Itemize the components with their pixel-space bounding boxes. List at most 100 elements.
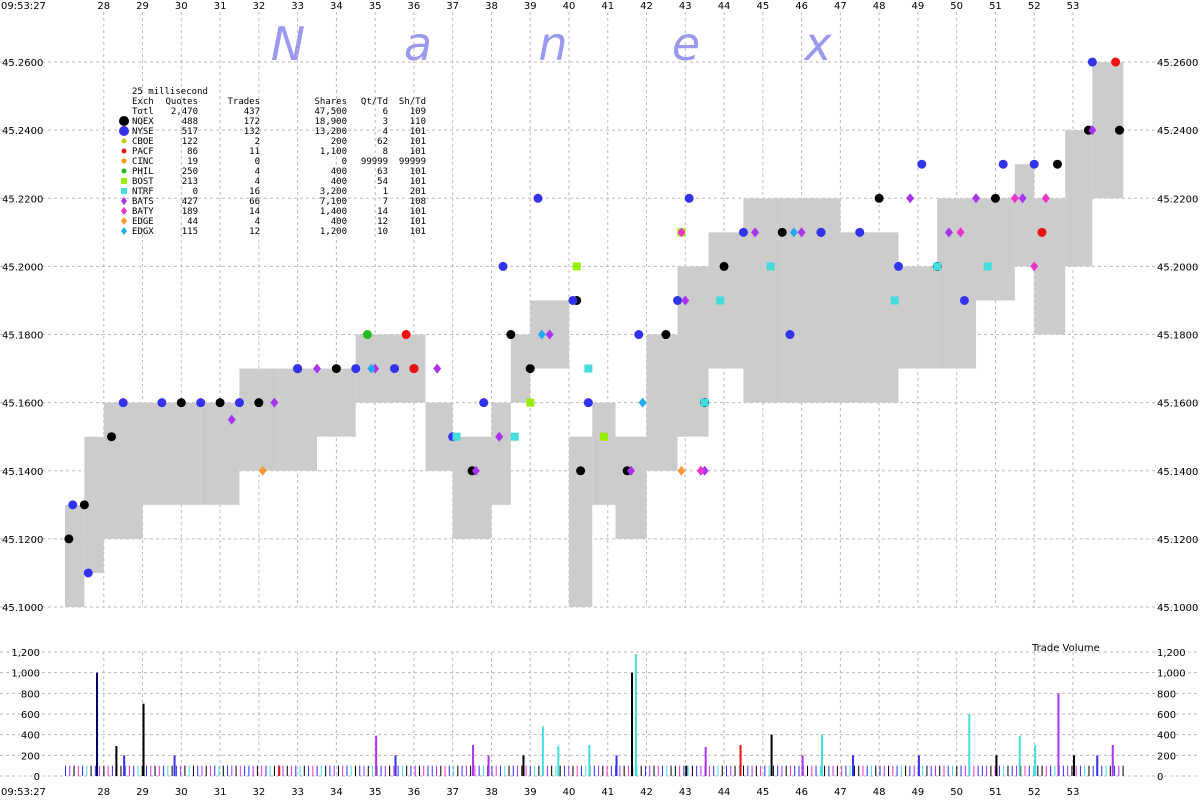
volume-bar (851, 755, 854, 776)
baseline-volume-tick (559, 765, 561, 776)
quote-point-bats (944, 227, 953, 238)
legend-cell: 101 (410, 137, 426, 147)
baseline-volume-tick (525, 765, 527, 776)
baseline-volume-tick (576, 765, 578, 776)
volume-bar (995, 755, 998, 776)
volume-tick-label-left: 1,000 (11, 669, 40, 680)
baseline-volume-tick (65, 765, 66, 776)
quote-point-bats (1088, 125, 1097, 136)
legend-cell: 54 (377, 177, 388, 187)
baseline-volume-tick (998, 765, 1000, 776)
legend-cell: 12 (377, 217, 388, 227)
baseline-volume-tick (457, 765, 459, 776)
baseline-volume-tick (333, 765, 335, 776)
baseline-volume-tick (713, 765, 715, 776)
x-tick-label-bottom: 36 (408, 787, 421, 798)
quote-point-nyse (234, 398, 244, 408)
legend-cell: CBOE (132, 137, 154, 147)
x-tick-label-bottom: 46 (795, 787, 808, 798)
legend-cell: BOST (132, 177, 154, 187)
baseline-volume-tick (1045, 765, 1047, 776)
quote-point-ntrf (716, 296, 725, 305)
volume-bar (123, 755, 126, 776)
bid-ask-band (592, 402, 616, 505)
baseline-volume-tick (401, 765, 403, 776)
quote-point-nyse (785, 330, 795, 340)
price-tick-label-right: 45.1200 (1157, 535, 1198, 546)
bid-ask-band (1014, 164, 1035, 267)
quote-point-nyse (118, 398, 128, 408)
quote-point-baty (956, 227, 965, 238)
legend-cell: 6 (383, 107, 388, 117)
quote-point-ntrf (983, 262, 992, 271)
quote-point-pacf (401, 330, 411, 340)
legend-cell: 0 (255, 157, 260, 167)
volume-tick-label-left: 0 (34, 772, 40, 783)
baseline-volume-tick (384, 765, 386, 776)
watermark-letter: e (672, 17, 700, 71)
legend-cell: 101 (410, 167, 426, 177)
legend-cell: 101 (410, 177, 426, 187)
baseline-volume-tick (427, 765, 429, 776)
quote-point-baty (677, 227, 686, 238)
baseline-volume-tick (248, 765, 250, 776)
baseline-volume-tick (649, 765, 651, 776)
baseline-volume-tick (499, 765, 501, 776)
baseline-volume-tick (350, 765, 352, 776)
quote-point-nqex (331, 364, 341, 374)
bid-ask-band (976, 198, 1015, 301)
baseline-volume-tick (785, 765, 787, 776)
x-tick-label-top: 46 (795, 1, 808, 12)
volume-bar (685, 765, 688, 776)
baseline-volume-tick (325, 765, 327, 776)
volume-tick-label-right: 200 (1157, 751, 1176, 762)
quote-point-pacf (1111, 57, 1121, 67)
baseline-volume-tick (521, 765, 523, 776)
quote-point-nyse (894, 261, 904, 271)
quote-point-bats (906, 193, 915, 204)
quote-point-bats (681, 295, 690, 306)
baseline-volume-tick (845, 765, 847, 776)
legend-cell: 200 (331, 137, 347, 147)
legend-cell: 101 (410, 147, 426, 157)
volume-bar (917, 755, 920, 776)
bid-ask-band (491, 402, 511, 505)
volume-bar (1072, 755, 1075, 776)
bid-ask-band (510, 334, 531, 403)
bid-ask-band (452, 436, 492, 539)
baseline-volume-tick (474, 765, 476, 776)
bid-ask-band (898, 266, 938, 369)
quote-point-bats (270, 397, 279, 408)
baseline-volume-tick (354, 765, 356, 776)
baseline-volume-tick (141, 765, 143, 776)
baseline-volume-tick (623, 765, 625, 776)
baseline-volume-tick (508, 765, 510, 776)
volume-axis-label: Trade Volume (1031, 643, 1100, 654)
x-tick-label-top: 29 (136, 1, 149, 12)
price-tick-label-left: 45.2600 (2, 58, 43, 69)
baseline-volume-tick (453, 765, 455, 776)
x-tick-label-top: 36 (408, 1, 421, 12)
quote-point-baty (1030, 261, 1039, 272)
baseline-volume-tick (418, 765, 420, 776)
volume-bar (522, 755, 525, 776)
quote-point-bats (627, 465, 636, 476)
legend-cell: 62 (377, 137, 388, 147)
baseline-volume-tick (120, 765, 122, 776)
baseline-volume-tick (77, 765, 79, 776)
legend-cell: 18,900 (314, 117, 347, 127)
baseline-volume-tick (171, 765, 173, 776)
baseline-volume-tick (389, 765, 391, 776)
baseline-volume-tick (755, 765, 757, 776)
baseline-volume-tick (1101, 765, 1103, 776)
legend-cell: 122 (182, 137, 198, 147)
baseline-volume-tick (1033, 765, 1035, 776)
baseline-volume-tick (316, 765, 318, 776)
price-tick-label-right: 45.2400 (1157, 126, 1198, 137)
baseline-volume-tick (956, 765, 958, 776)
baseline-volume-tick (866, 765, 868, 776)
baseline-volume-tick (653, 765, 655, 776)
baseline-volume-tick (227, 765, 229, 776)
baseline-volume-tick (265, 765, 267, 776)
quote-point-ntrf (700, 398, 709, 407)
